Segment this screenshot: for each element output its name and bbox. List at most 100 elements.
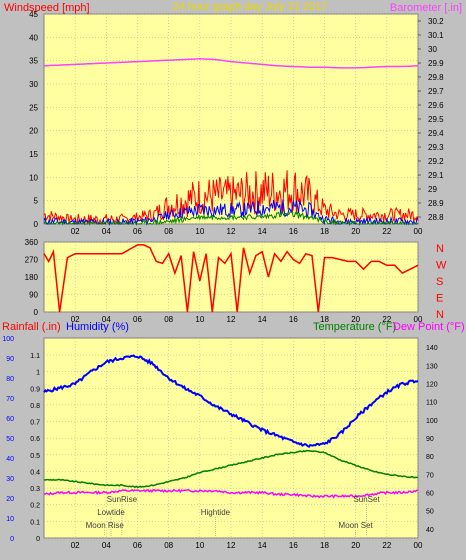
- humidity-tick-label: 0: [10, 536, 14, 543]
- wind-tick-label: 5: [34, 197, 39, 206]
- event-label: Hightide: [201, 508, 231, 517]
- temperature-tick-label: 70: [426, 472, 434, 479]
- humidity-line: [43, 354, 419, 448]
- rain-tick-label: 0.7: [30, 420, 40, 427]
- compass-letter: W: [436, 260, 447, 272]
- humidity-tick-label: 90: [6, 356, 14, 363]
- wind-tick-label: 0: [34, 220, 39, 229]
- time-tick-label: 12: [227, 541, 236, 550]
- humidity-tick-label: 100: [2, 336, 14, 343]
- time-tick-label: 02: [71, 541, 80, 550]
- wind-tick-label: 15: [29, 150, 38, 159]
- baro-tick-label: 29.5: [428, 115, 444, 124]
- temperature-tick-label: 130: [426, 363, 438, 370]
- humidity-tick-label: 80: [6, 376, 14, 383]
- rain-tick-label: 0.9: [30, 386, 40, 393]
- dewpoint-axis-label: Dew Point (°F): [393, 321, 465, 333]
- time-tick-label: 06: [133, 315, 142, 324]
- wind-average-line: [43, 199, 419, 226]
- baro-tick-label: 29.9: [428, 59, 444, 68]
- event-label: Moon Rise: [86, 521, 125, 530]
- wind-low-line: [43, 210, 419, 226]
- event-label: SunRise: [107, 495, 138, 504]
- compass-letter: S: [436, 276, 443, 288]
- temperature-line: [43, 449, 419, 489]
- rain-tick-label: 0: [36, 536, 40, 543]
- wind-tick-label: 35: [29, 57, 38, 66]
- time-tick-label: 02: [71, 315, 80, 324]
- wind-tick-label: 10: [29, 173, 38, 182]
- baro-tick-label: 29.3: [428, 143, 444, 152]
- rain-tick-label: 0.6: [30, 436, 40, 443]
- temperature-tick-label: 90: [426, 436, 434, 443]
- time-tick-label: 16: [289, 227, 298, 236]
- baro-tick-label: 29.2: [428, 157, 444, 166]
- time-tick-label: 16: [289, 541, 298, 550]
- rainfall-axis-label: Rainfall (.in): [2, 321, 61, 333]
- baro-tick-label: 29.7: [428, 87, 444, 96]
- barometer-axis-label: Barometer [.in]: [390, 2, 462, 14]
- temperature-tick-label: 60: [426, 491, 434, 498]
- time-tick-label: 14: [258, 227, 267, 236]
- time-tick-label: 22: [382, 315, 391, 324]
- temperature-tick-label: 40: [426, 527, 434, 534]
- direction-tick-label: 0: [34, 308, 39, 317]
- event-label: Lowtide: [97, 508, 125, 517]
- time-tick-label: 04: [102, 227, 111, 236]
- chart-title: 24 hour graph day July 21 2017: [173, 1, 328, 13]
- temperature-axis-label: Temperature (°F): [313, 321, 396, 333]
- time-tick-label: 12: [227, 227, 236, 236]
- humidity-tick-label: 20: [6, 496, 14, 503]
- wind-direction-line: [43, 244, 419, 313]
- time-tick-label: 00: [414, 315, 423, 324]
- time-tick-label: 22: [382, 541, 391, 550]
- humidity-tick-label: 30: [6, 476, 14, 483]
- time-tick-label: 10: [195, 315, 204, 324]
- baro-tick-label: 28.8: [428, 213, 444, 222]
- time-tick-label: 08: [164, 541, 173, 550]
- event-label: SunSet: [353, 495, 380, 504]
- baro-tick-label: 29.1: [428, 171, 444, 180]
- time-tick-label: 20: [351, 227, 360, 236]
- humidity-axis-label: Humidity (%): [66, 321, 129, 333]
- event-label: Moon Set: [339, 521, 374, 530]
- barometer-line: [43, 58, 419, 69]
- time-tick-label: 14: [258, 541, 267, 550]
- baro-tick-label: 30.2: [428, 17, 444, 26]
- humidity-tick-label: 50: [6, 436, 14, 443]
- wind-tick-label: 45: [29, 10, 38, 19]
- time-tick-label: 04: [102, 315, 111, 324]
- time-tick-label: 14: [258, 315, 267, 324]
- time-tick-label: 00: [414, 227, 423, 236]
- rain-tick-label: 1.1: [30, 353, 40, 360]
- wind-tick-label: 20: [29, 127, 38, 136]
- direction-tick-label: 90: [29, 291, 38, 300]
- rain-tick-label: 0.3: [30, 486, 40, 493]
- baro-tick-label: 28.9: [428, 199, 444, 208]
- time-tick-label: 08: [164, 315, 173, 324]
- time-tick-label: 22: [382, 227, 391, 236]
- dewpoint-line: [43, 488, 419, 499]
- wind-gust-line: [43, 170, 419, 225]
- time-tick-label: 12: [227, 315, 236, 324]
- compass-letter: E: [436, 293, 443, 305]
- time-tick-label: 18: [320, 541, 329, 550]
- humidity-tick-label: 40: [6, 456, 14, 463]
- direction-tick-label: 270: [25, 256, 39, 265]
- temperature-tick-label: 140: [426, 345, 438, 352]
- time-tick-label: 10: [195, 227, 204, 236]
- direction-tick-label: 360: [25, 238, 39, 247]
- time-tick-label: 16: [289, 315, 298, 324]
- temperature-tick-label: 110: [426, 400, 437, 407]
- baro-tick-label: 29.4: [428, 129, 444, 138]
- humidity-tick-label: 60: [6, 416, 14, 423]
- rain-tick-label: 0.5: [30, 453, 40, 460]
- windspeed-axis-label: Windspeed [mph]: [4, 2, 90, 14]
- time-tick-label: 08: [164, 227, 173, 236]
- time-tick-label: 18: [320, 227, 329, 236]
- baro-tick-label: 30: [428, 45, 437, 54]
- baro-tick-label: 29.8: [428, 73, 444, 82]
- temperature-tick-label: 100: [426, 418, 438, 425]
